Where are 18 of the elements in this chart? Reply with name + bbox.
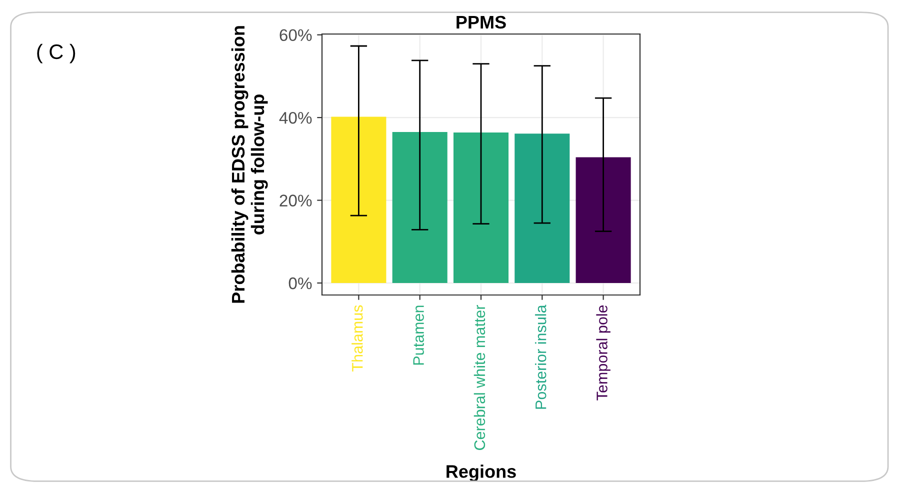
text: ( C )	[37, 44, 76, 64]
x-tick-label: Putamen	[413, 306, 424, 365]
bar	[331, 116, 386, 284]
y-tick-label: 60%	[280, 29, 312, 42]
y-axis-title: Probability of EDSS progression during follow-up	[231, 26, 268, 303]
x-tick-label: Cerebral white matter	[474, 304, 486, 450]
bar	[392, 132, 448, 284]
bar	[576, 157, 631, 284]
x-axis-title: Regions	[446, 464, 516, 482]
x-tick-label: Thalamus	[352, 305, 363, 372]
y-tick-label: 0%	[288, 277, 312, 290]
x-tick-label: Temporal pole	[596, 305, 610, 400]
chart-title: PPMS	[456, 16, 506, 29]
bar	[453, 132, 509, 284]
x-tick-label: Posterior insula	[535, 304, 546, 409]
y-tick-label: 20%	[280, 194, 312, 206]
bar	[514, 134, 570, 284]
y-tick-label: 40%	[279, 112, 312, 124]
